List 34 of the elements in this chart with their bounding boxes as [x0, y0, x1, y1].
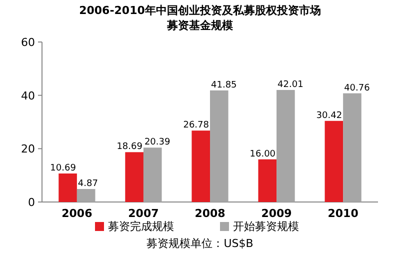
text: 20.39	[144, 138, 170, 148]
x-tick-label: 2008	[194, 207, 226, 220]
y-tick-label: 0	[28, 196, 35, 209]
text: 18.69	[116, 142, 142, 152]
legend-label: 募资完成规模	[108, 220, 174, 233]
text: 26.78	[183, 120, 209, 131]
text: 16.00	[250, 149, 276, 160]
bar	[125, 152, 144, 202]
x-tick-label: 2009	[261, 207, 292, 220]
legend-label: 开始募资规模	[233, 220, 299, 233]
text: 10.69	[50, 163, 76, 174]
y-tick-label: 20	[21, 142, 35, 156]
text: 40.76	[344, 83, 370, 94]
bar	[76, 189, 96, 202]
x-tick-label: 2010	[328, 207, 359, 220]
text: 41.85	[211, 80, 237, 90]
x-tick-label: 2007	[128, 207, 159, 220]
chart-title: 2006-2010年中国创业投资及私募股权投资市场	[79, 4, 321, 17]
text: 30.42	[316, 110, 342, 121]
bar	[324, 120, 344, 202]
text: 4.87	[78, 179, 98, 190]
y-tick-label: 40	[21, 89, 35, 102]
bar	[58, 173, 77, 202]
bar	[192, 130, 210, 202]
chart-subtitle: 募资基金规模	[166, 19, 234, 32]
bar	[276, 90, 295, 202]
y-tick-label: 60	[21, 36, 35, 49]
bar	[143, 148, 162, 202]
bar	[343, 93, 362, 202]
text: 募资规模单位：US$B	[146, 237, 254, 250]
x-tick-label: 2006	[62, 207, 93, 220]
bar	[210, 90, 228, 202]
bar	[258, 159, 277, 202]
text: 42.01	[278, 80, 304, 90]
